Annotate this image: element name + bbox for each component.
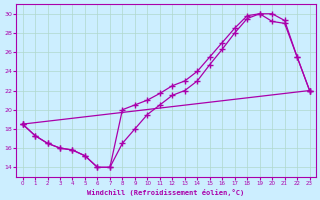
X-axis label: Windchill (Refroidissement éolien,°C): Windchill (Refroidissement éolien,°C) [87, 189, 245, 196]
